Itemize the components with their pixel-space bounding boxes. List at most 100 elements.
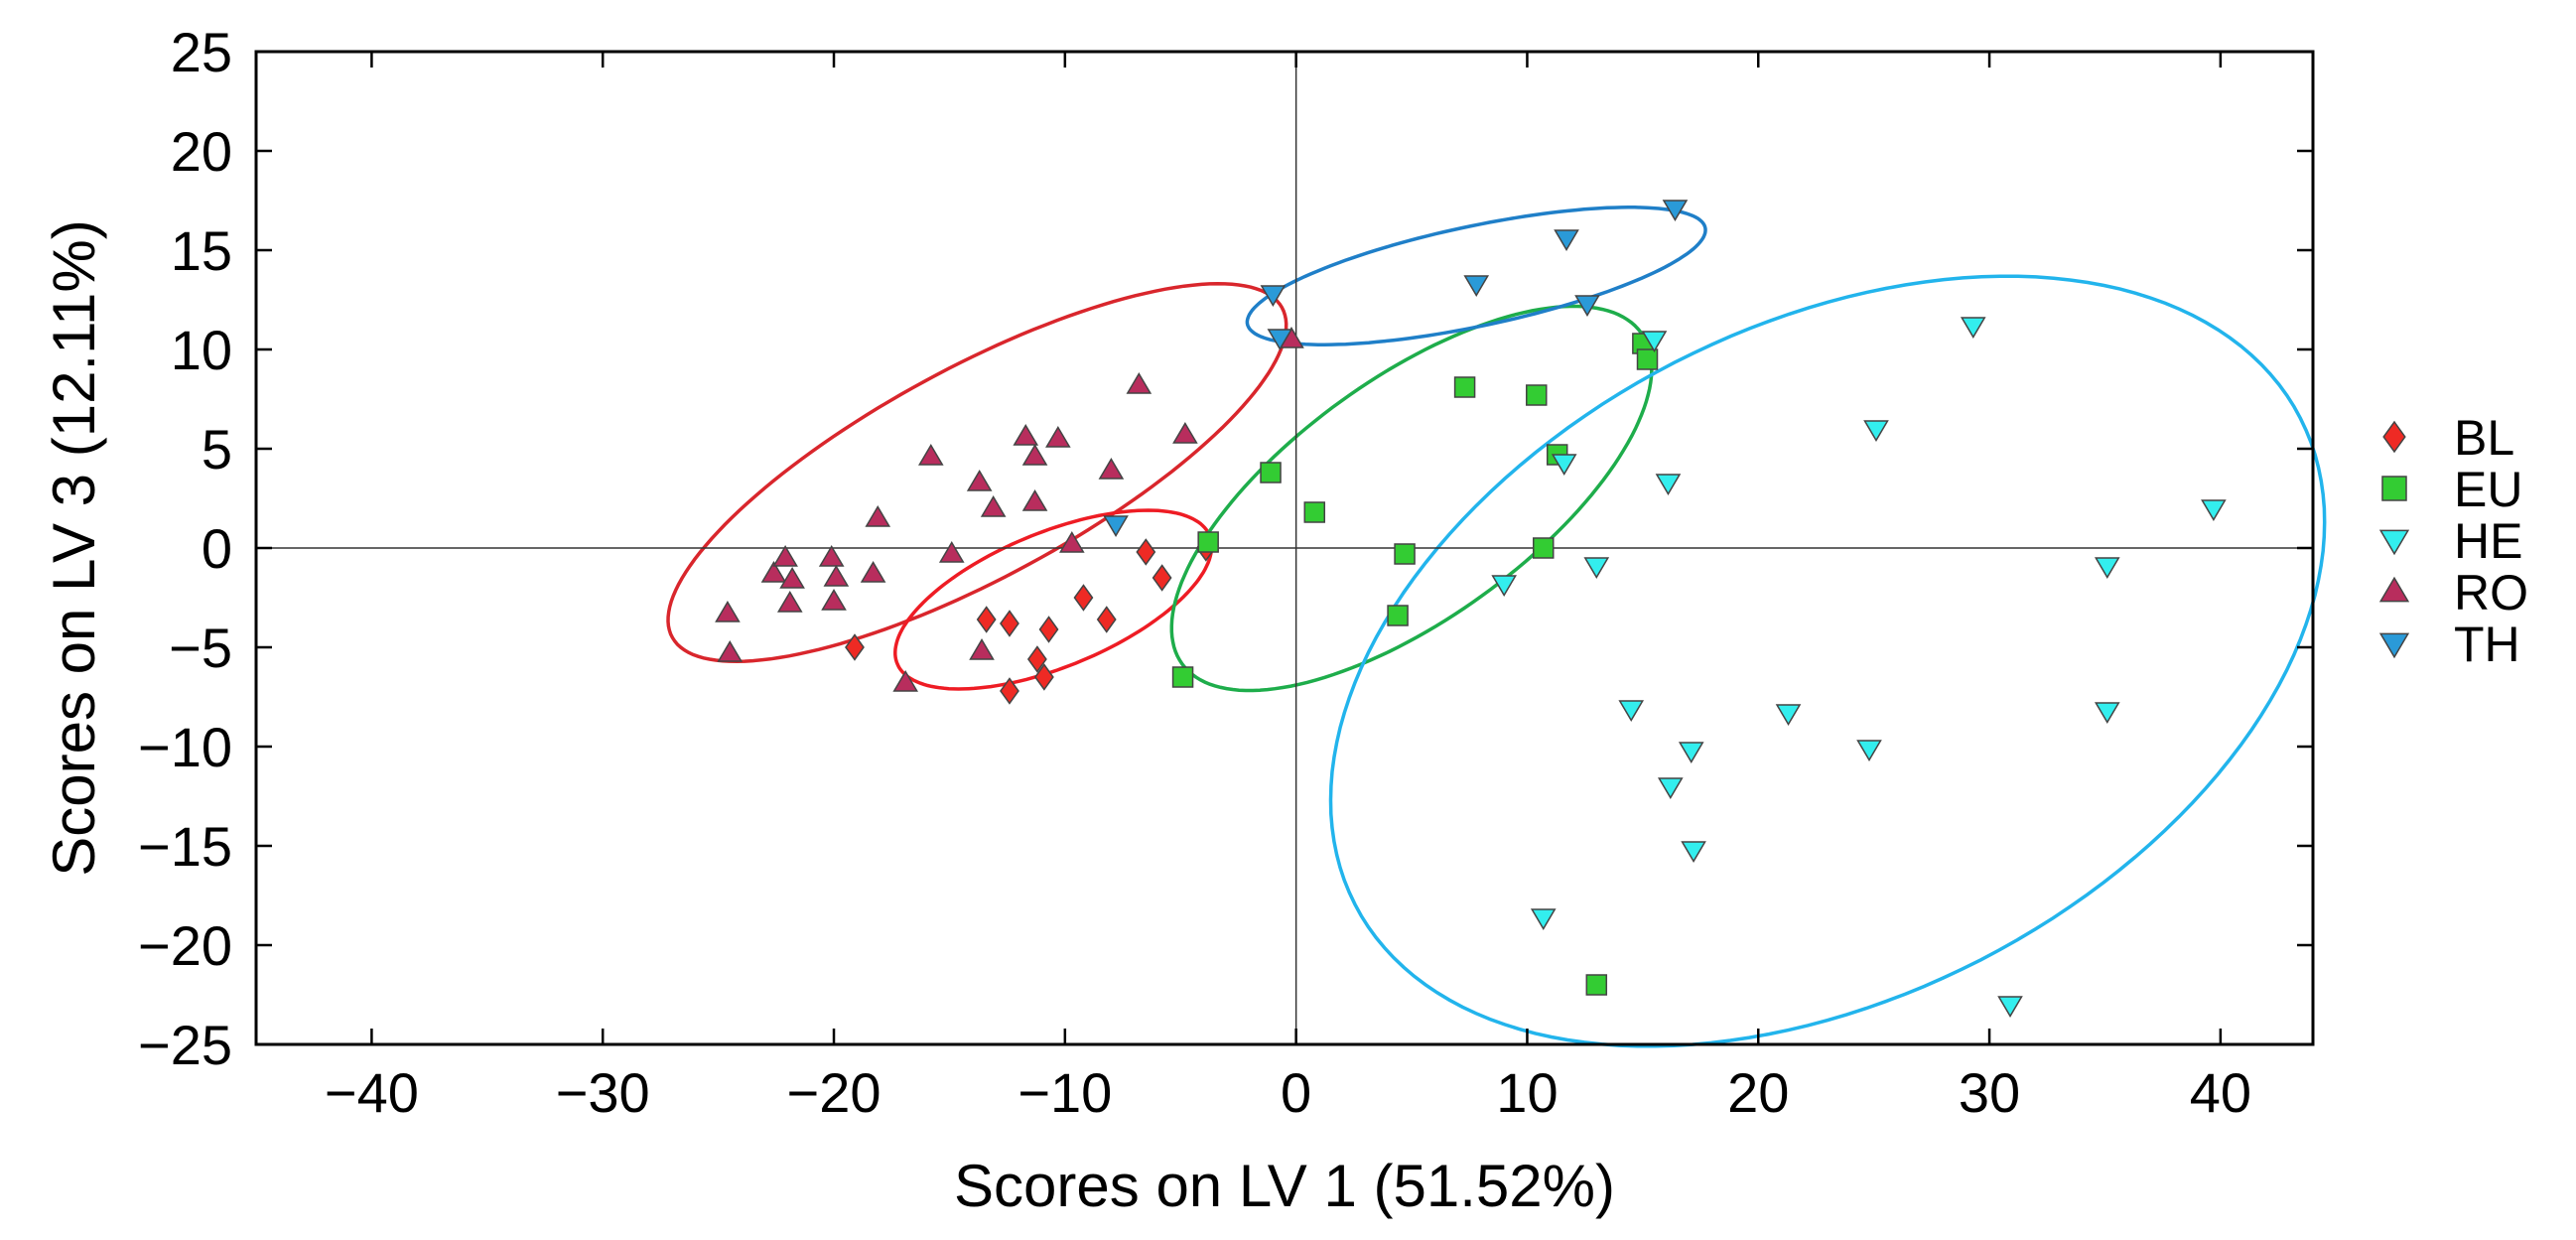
legend-item-th: TH [2378,617,2520,672]
point-bl [1000,677,1019,705]
point-ro [1013,424,1039,446]
point-he [1618,700,1645,722]
point-ro [980,495,1007,517]
point-th [1574,295,1600,317]
series-bl [845,534,1216,705]
x-tick-label: −30 [556,1061,650,1124]
legend-marker-ro [2378,576,2410,603]
point-ro [1059,531,1085,553]
point-ro [860,561,886,583]
legend-label: BL [2454,410,2514,466]
y-tick-label: 10 [171,319,232,381]
point-bl [1136,538,1156,566]
point-ro [823,565,850,587]
point-he [1856,740,1882,761]
series-ro [715,327,1304,692]
point-he [1960,317,1986,339]
point-ro [938,541,965,563]
zero-lines [256,52,2313,1044]
point-ro [760,561,787,583]
legend-marker-th [2378,632,2410,659]
point-th [1260,285,1287,307]
point-he [2201,499,2227,521]
y-axis-title: Scores on LV 3 (12.11%) [41,219,107,876]
point-eu [1387,605,1409,626]
ellipse-th [1245,206,1707,346]
point-eu [1585,974,1608,996]
point-ro [917,444,944,466]
point-ro [892,670,919,692]
ellipse-ro [666,282,1288,663]
legend-item-bl: BL [2382,410,2514,466]
point-he [1775,704,1802,726]
point-bl [1096,606,1117,633]
y-tick-label: 0 [202,517,232,580]
point-he [1655,474,1682,495]
legend-label: EU [2454,462,2522,517]
point-ro [966,470,993,491]
series-he [1491,317,2227,1018]
y-tick-label: −20 [138,914,232,977]
y-tick-label: 25 [171,21,232,83]
legend-marker-he [2378,529,2410,556]
point-bl [1033,663,1054,691]
point-he [2094,702,2120,724]
point-he [2094,557,2120,579]
point-he [1491,575,1517,597]
point-ro [1021,444,1048,466]
point-eu [1303,501,1326,523]
point-bl [845,633,865,661]
point-ro [1126,372,1152,394]
point-eu [1394,543,1416,565]
point-ro [1045,426,1071,448]
point-ro [1021,489,1048,511]
y-tick-label: −10 [138,716,232,778]
series-th [1103,200,1689,537]
point-ro [715,601,741,622]
point-th [1463,275,1490,297]
confidence-ellipses [666,206,2327,1048]
point-he [1863,420,1889,442]
x-tick-label: 20 [1727,1061,1789,1124]
point-he [1641,331,1668,352]
point-ro [969,638,995,660]
point-ro [772,545,798,567]
data-points [715,200,2227,1018]
point-he [1583,557,1610,579]
point-ro [865,505,891,527]
point-eu [1171,666,1194,688]
point-ro [779,567,805,589]
point-ro [1098,458,1125,480]
point-bl [1026,645,1047,673]
legend-marker-eu [2381,476,2407,501]
legend-label: TH [2454,617,2520,672]
point-eu [1532,537,1555,559]
point-he [1678,742,1704,763]
y-tick-label: 20 [171,120,232,183]
point-bl [1038,616,1059,643]
legend-item-he: HE [2378,513,2522,569]
x-tick-label: 0 [1281,1061,1311,1124]
point-eu [1636,348,1659,370]
legend-item-ro: RO [2378,565,2528,620]
point-bl [1073,584,1094,612]
point-eu [1197,531,1219,553]
y-tick-label: −5 [169,617,232,679]
point-ro [821,589,847,611]
point-ro [818,545,845,567]
legend-label: HE [2454,513,2522,569]
x-tick-label: −10 [1017,1061,1112,1124]
point-eu [1453,376,1476,398]
point-ro [1172,422,1198,444]
x-tick-label: 10 [1496,1061,1558,1124]
ellipse-he [1328,274,2327,1048]
point-he [1657,777,1684,799]
point-he [1997,996,2023,1018]
point-bl [976,606,997,633]
point-th [1554,229,1579,251]
point-he [1551,454,1577,476]
point-eu [1526,384,1548,406]
point-he [1681,841,1706,863]
y-tick-label: −25 [138,1014,232,1076]
